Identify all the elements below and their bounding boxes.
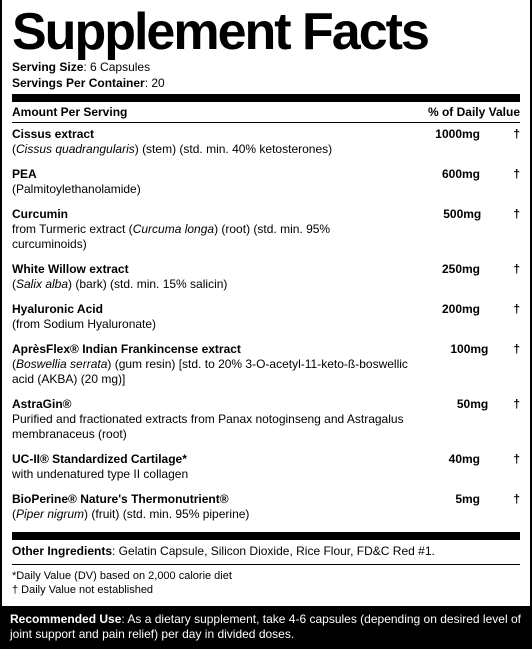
ingredient-amount: 600mg: [400, 167, 480, 197]
recommended-use-bar: Recommended Use: As a dietary supplement…: [0, 608, 532, 649]
ingredient-name: UC-II® Standardized Cartilage*: [12, 452, 392, 467]
ingredient-dv: †: [481, 207, 520, 252]
ingredients-list: Cissus extract(Cissus quadrangularis) (s…: [12, 123, 520, 528]
serving-size-label: Serving Size: [12, 60, 83, 74]
ingredient-sub: (from Sodium Hyaluronate): [12, 317, 392, 332]
ingredient-name: AstraGin®: [12, 397, 417, 412]
ingredient-amount: 250mg: [400, 262, 480, 292]
ingredient-sub: (Boswellia serrata) (gum resin) [std. to…: [12, 357, 417, 387]
reco-label: Recommended Use: [10, 612, 121, 626]
other-value: : Gelatin Capsule, Silicon Dioxide, Rice…: [112, 544, 435, 558]
ingredient-sub-italic: Piper nigrum: [16, 507, 84, 521]
header-dv: % of Daily Value: [428, 105, 520, 119]
ingredient-row: Cissus extract(Cissus quadrangularis) (s…: [12, 123, 520, 163]
ingredient-sub: (Piper nigrum) (fruit) (std. min. 95% pi…: [12, 507, 392, 522]
ingredient-amount: 50mg: [425, 397, 489, 442]
other-ingredients-line: Other Ingredients: Gelatin Capsule, Sili…: [12, 540, 520, 564]
ingredient-sub-pre: with undenatured type II collagen: [12, 467, 188, 481]
ingredient-name-col: White Willow extract(Salix alba) (bark) …: [12, 262, 400, 292]
ingredient-row: Curcuminfrom Turmeric extract (Curcuma l…: [12, 203, 520, 258]
ingredient-amount: 5mg: [400, 492, 480, 522]
ingredient-dv: †: [480, 167, 520, 197]
ingredient-amount: 40mg: [400, 452, 480, 482]
ingredient-name: Curcumin: [12, 207, 396, 222]
panel-title: Supplement Facts: [12, 4, 520, 58]
ingredient-name: Cissus extract: [12, 127, 392, 142]
ingredient-amount: 1000mg: [400, 127, 480, 157]
ingredient-sub-post: ) (stem) (std. min. 40% ketosterones): [135, 142, 332, 156]
ingredient-name-col: PEA(Palmitoylethanolamide): [12, 167, 400, 197]
ingredient-amount: 100mg: [425, 342, 488, 387]
ingredient-name-col: Hyaluronic Acid(from Sodium Hyaluronate): [12, 302, 400, 332]
ingredient-dv: †: [480, 492, 520, 522]
ingredient-row: AprèsFlex® Indian Frankincense extract(B…: [12, 338, 520, 393]
ingredient-sub: from Turmeric extract (Curcuma longa) (r…: [12, 222, 396, 252]
ingredient-row: PEA(Palmitoylethanolamide)600mg†: [12, 163, 520, 203]
serving-size-line: Serving Size: 6 Capsules: [12, 60, 520, 74]
ingredient-name: Hyaluronic Acid: [12, 302, 392, 317]
ingredient-sub-italic: Curcuma longa: [133, 222, 214, 236]
ingredient-row: AstraGin®Purified and fractionated extra…: [12, 393, 520, 448]
ingredient-name: White Willow extract: [12, 262, 392, 277]
other-label: Other Ingredients: [12, 544, 112, 558]
ingredient-sub-post: ) (bark) (std. min. 15% salicin): [68, 277, 227, 291]
ingredient-amount: 500mg: [404, 207, 482, 252]
serving-size-value: : 6 Capsules: [83, 60, 150, 74]
ingredient-sub: with undenatured type II collagen: [12, 467, 392, 482]
ingredient-sub-post: ) (fruit) (std. min. 95% piperine): [84, 507, 249, 521]
ingredient-sub-italic: Boswellia serrata: [16, 357, 107, 371]
ingredient-name-col: BioPerine® Nature's Thermonutrient®(Pipe…: [12, 492, 400, 522]
ingredient-row: UC-II® Standardized Cartilage*with unden…: [12, 448, 520, 488]
ingredient-name: AprèsFlex® Indian Frankincense extract: [12, 342, 417, 357]
ingredient-dv: †: [488, 397, 520, 442]
ingredient-dv: †: [480, 262, 520, 292]
ingredient-sub-italic: Salix alba: [16, 277, 68, 291]
ingredient-dv: †: [488, 342, 520, 387]
ingredient-dv: †: [480, 302, 520, 332]
supplement-facts-panel: Supplement Facts Serving Size: 6 Capsule…: [0, 0, 532, 608]
ingredient-row: White Willow extract(Salix alba) (bark) …: [12, 258, 520, 298]
ingredient-sub-pre: (from Sodium Hyaluronate): [12, 317, 156, 331]
ingredient-sub-pre: from Turmeric extract (: [12, 222, 133, 236]
ingredient-name-col: AstraGin®Purified and fractionated extra…: [12, 397, 425, 442]
thick-rule: [12, 532, 520, 540]
ingredient-name-col: Curcuminfrom Turmeric extract (Curcuma l…: [12, 207, 404, 252]
header-amount: Amount Per Serving: [12, 105, 127, 119]
ingredient-name: PEA: [12, 167, 392, 182]
column-header-row: Amount Per Serving % of Daily Value: [12, 102, 520, 122]
servings-per-line: Servings Per Container: 20: [12, 76, 520, 90]
ingredient-sub: (Cissus quadrangularis) (stem) (std. min…: [12, 142, 392, 157]
ingredient-sub: Purified and fractionated extracts from …: [12, 412, 417, 442]
ingredient-sub-italic: Cissus quadrangularis: [16, 142, 135, 156]
ingredient-sub-pre: Purified and fractionated extracts from …: [12, 412, 404, 441]
ingredient-name-col: Cissus extract(Cissus quadrangularis) (s…: [12, 127, 400, 157]
ingredient-name-col: AprèsFlex® Indian Frankincense extract(B…: [12, 342, 425, 387]
ingredient-dv: †: [480, 452, 520, 482]
footnote-dagger: † Daily Value not established: [12, 583, 520, 597]
ingredient-name: BioPerine® Nature's Thermonutrient®: [12, 492, 392, 507]
ingredient-sub: (Salix alba) (bark) (std. min. 15% salic…: [12, 277, 392, 292]
ingredient-row: Hyaluronic Acid(from Sodium Hyaluronate)…: [12, 298, 520, 338]
footnote-dv: *Daily Value (DV) based on 2,000 calorie…: [12, 569, 520, 583]
servings-per-label: Servings Per Container: [12, 76, 145, 90]
ingredient-row: BioPerine® Nature's Thermonutrient®(Pipe…: [12, 488, 520, 528]
ingredient-dv: †: [480, 127, 520, 157]
ingredient-sub-pre: (Palmitoylethanolamide): [12, 182, 141, 196]
servings-per-value: : 20: [145, 76, 165, 90]
ingredient-sub: (Palmitoylethanolamide): [12, 182, 392, 197]
ingredient-name-col: UC-II® Standardized Cartilage*with unden…: [12, 452, 400, 482]
ingredient-amount: 200mg: [400, 302, 480, 332]
thick-rule: [12, 94, 520, 102]
